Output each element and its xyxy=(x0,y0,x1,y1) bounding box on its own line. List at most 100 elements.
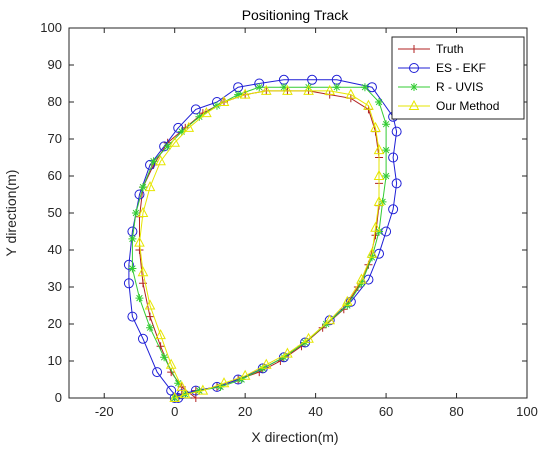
series-3-point xyxy=(260,84,272,95)
series-2-point xyxy=(304,83,313,92)
series-2-point xyxy=(146,323,155,332)
x-tick-label: 60 xyxy=(379,404,393,419)
series-3-point xyxy=(363,99,374,110)
chart-title: Positioning Track xyxy=(242,7,350,23)
series-2-point xyxy=(138,183,147,192)
series-2-point xyxy=(234,90,243,99)
series-3-point xyxy=(201,107,212,118)
legend-marker-1 xyxy=(409,63,419,73)
series-2-point xyxy=(160,353,169,362)
legend-marker-0 xyxy=(410,45,418,53)
series-2-point xyxy=(360,83,369,92)
series-3-point xyxy=(144,299,156,310)
series-2-point xyxy=(170,394,179,402)
x-axis-label: X direction(m) xyxy=(251,429,338,445)
series-3-point xyxy=(370,121,381,132)
series-3-point xyxy=(282,347,293,358)
series-3-point xyxy=(155,329,166,340)
series-2-point xyxy=(382,146,391,155)
series-2-point xyxy=(382,120,391,129)
series-3-point xyxy=(169,391,181,402)
y-tick-label: 80 xyxy=(48,94,62,109)
series-3-point xyxy=(324,314,336,325)
series-3-point xyxy=(176,380,188,391)
legend: Truth ES - EKF R - UVIS Our Method xyxy=(391,36,525,120)
series-2-point xyxy=(135,294,144,303)
series-2-point xyxy=(375,98,384,106)
series-1-point xyxy=(391,178,402,189)
legend-label-1: ES - EKF xyxy=(436,61,486,75)
legend-marker-2 xyxy=(410,83,418,91)
series-3-point xyxy=(134,236,145,247)
series-0-point xyxy=(135,246,144,254)
series-3-point xyxy=(179,388,191,399)
y-axis-label: Y direction(m) xyxy=(3,170,19,257)
series-0-point xyxy=(146,312,155,321)
series-2-point xyxy=(382,172,391,180)
series-3-point xyxy=(356,273,367,284)
series-1-point xyxy=(137,333,148,344)
y-tick-label: 10 xyxy=(48,353,62,368)
y-tick-label: 50 xyxy=(48,205,62,220)
series-2-point xyxy=(212,101,221,110)
series-3-point xyxy=(183,121,195,132)
series-1-point xyxy=(123,278,134,289)
series-1-point xyxy=(345,296,356,307)
series-3-point xyxy=(373,144,385,155)
series-3-point xyxy=(341,295,353,306)
y-tick-label: 20 xyxy=(48,316,62,331)
series-2-point xyxy=(128,234,137,243)
series-1-point xyxy=(307,74,318,85)
x-tick-label: -20 xyxy=(95,404,114,419)
series-3-point xyxy=(282,84,293,95)
series-2-point xyxy=(279,83,288,92)
series-3-point xyxy=(373,169,385,180)
series-2-point xyxy=(149,157,158,166)
series-3-point xyxy=(370,221,381,232)
series-3-point xyxy=(144,181,156,192)
series-3-point xyxy=(303,332,314,343)
series-2-point xyxy=(195,386,204,395)
series-3-point xyxy=(169,136,181,147)
series-1-point xyxy=(123,259,134,270)
series-1-point xyxy=(152,367,163,378)
series-3-point xyxy=(218,95,230,106)
series-2-point xyxy=(255,83,264,92)
series-2-point xyxy=(128,264,137,273)
series-1-point xyxy=(391,126,402,137)
series-3-point xyxy=(239,369,251,380)
series-2-point xyxy=(163,142,172,151)
series-1-point xyxy=(388,152,399,163)
series-3-point xyxy=(165,358,177,369)
series-2-point xyxy=(131,209,140,217)
series-3-point xyxy=(324,84,336,95)
series-1-point xyxy=(166,385,177,396)
series-3-point xyxy=(137,206,149,217)
series-3-point xyxy=(137,266,149,277)
y-tick-label: 30 xyxy=(48,279,62,294)
y-tick-label: 60 xyxy=(48,168,62,183)
series-3-point xyxy=(303,84,314,95)
y-tick-label: 0 xyxy=(55,390,62,405)
y-tick-label: 70 xyxy=(48,131,62,146)
series-3-point xyxy=(260,358,272,369)
legend-marker-3 xyxy=(408,99,420,110)
legend-label-0: Truth xyxy=(436,42,464,56)
series-2-point xyxy=(378,197,387,206)
y-tick-label: 40 xyxy=(48,242,62,257)
x-tick-label: 80 xyxy=(449,404,463,419)
y-tick-label: 100 xyxy=(40,20,62,35)
y-tick-label: 90 xyxy=(48,57,62,72)
series-1-point xyxy=(173,122,184,133)
series-3-point xyxy=(373,195,385,206)
series-line-3 xyxy=(138,90,380,399)
legend-label-3: Our Method xyxy=(436,99,499,113)
series-3-point xyxy=(155,155,166,166)
series-3-point xyxy=(366,247,378,258)
x-tick-label: 0 xyxy=(171,404,178,419)
x-tick-label: 20 xyxy=(238,404,252,419)
series-2-point xyxy=(174,379,183,388)
series-2-point xyxy=(177,127,186,136)
x-tick-label: 40 xyxy=(308,404,322,419)
